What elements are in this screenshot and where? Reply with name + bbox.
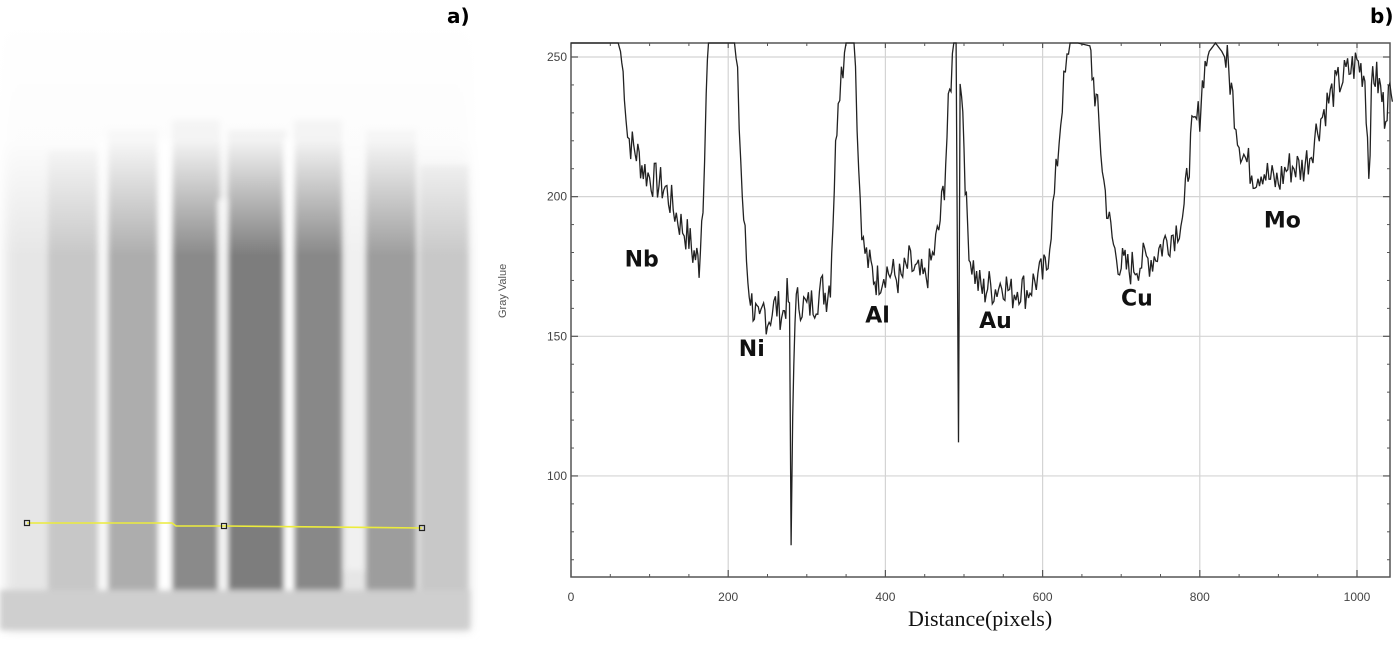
axis-tick-labels: 0 200 400 600 800 1000 100 150 200 250	[547, 50, 1371, 604]
profile-handle-start[interactable]	[23, 519, 31, 527]
profile-handle-end[interactable]	[418, 524, 426, 532]
panel-a-label: a)	[447, 4, 470, 28]
radiograph-panel: a)	[0, 0, 480, 640]
gray-value-line	[571, 41, 1394, 546]
plot-frame	[570, 42, 1391, 578]
axis-ticks	[570, 43, 1390, 577]
element-label-ni: Ni	[739, 337, 765, 362]
y-tick-label: 250	[547, 50, 567, 64]
x-tick-label: 200	[718, 590, 738, 604]
element-label-nb: Nb	[625, 247, 659, 272]
element-annotations: Nb Ni Al Au Cu Mo	[625, 208, 1301, 361]
x-tick-label: 600	[1033, 590, 1053, 604]
element-label-au: Au	[979, 309, 1012, 334]
x-tick-label: 1000	[1344, 590, 1371, 604]
profile-handle-mid[interactable]	[220, 522, 228, 530]
element-label-mo: Mo	[1264, 208, 1301, 233]
x-tick-label: 800	[1190, 590, 1210, 604]
y-tick-label: 100	[547, 469, 567, 483]
radiograph-image	[0, 0, 480, 640]
profile-selection-line[interactable]	[27, 522, 423, 529]
y-tick-label: 150	[547, 329, 567, 343]
x-axis-label: Distance(pixels)	[908, 606, 1053, 631]
x-tick-label: 400	[875, 590, 895, 604]
y-tick-label: 200	[547, 190, 567, 204]
panel-b-label: b)	[1370, 4, 1394, 28]
element-label-cu: Cu	[1121, 287, 1153, 312]
element-label-al: Al	[865, 303, 890, 328]
y-axis-label: Gray Value	[497, 263, 509, 318]
x-tick-label: 0	[568, 590, 575, 604]
